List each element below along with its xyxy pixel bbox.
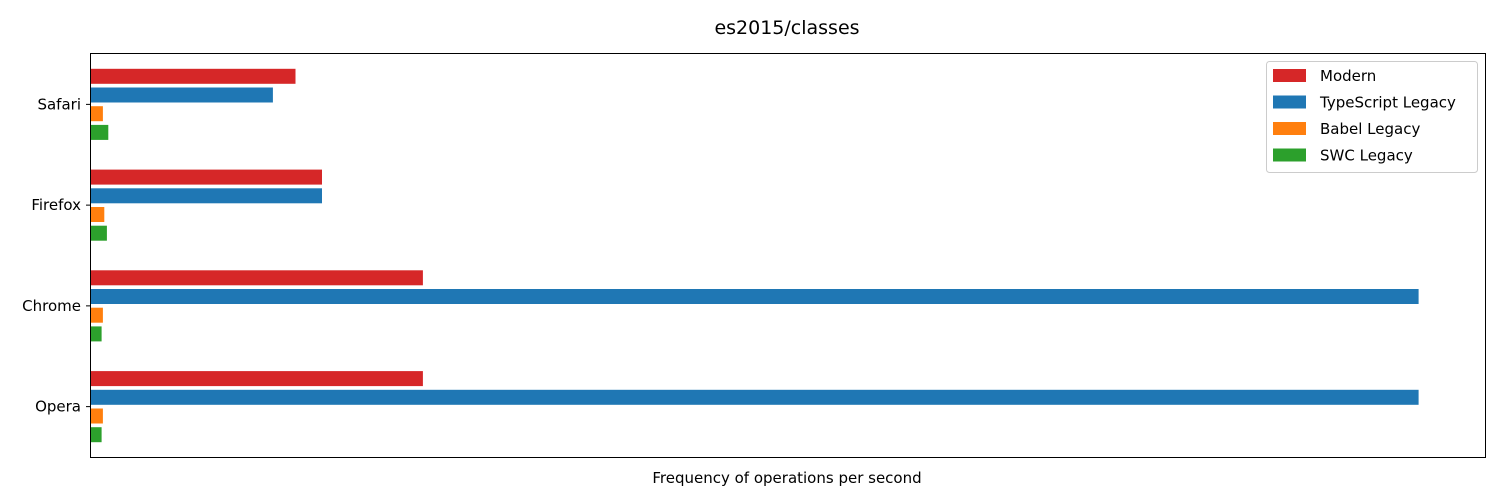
bar-safari-swc-legacy [91,124,109,140]
bar-chrome-babel-legacy [91,307,103,323]
legend-label: TypeScript Legacy [1319,94,1456,112]
bar-chrome-swc-legacy [91,326,102,342]
plot-area [90,53,1486,458]
chart-title: es2015/classes [714,17,859,39]
bar-safari-typescript-legacy [91,87,273,103]
bar-firefox-babel-legacy [91,207,105,222]
bar-safari-babel-legacy [91,106,103,122]
legend-label: Modern [1320,67,1376,85]
bar-safari-modern [91,68,296,84]
y-tick-label: Safari [37,95,81,113]
bars-group [91,68,1419,443]
bar-opera-babel-legacy [91,408,103,424]
bar-chrome-modern [91,270,423,286]
legend: Modern TypeScript Legacy Babel Legacy SWC L… [1266,61,1478,173]
bar-firefox-modern [91,169,322,185]
bar-opera-swc-legacy [91,427,102,443]
bar-opera-modern [91,371,423,387]
y-tick-label: Firefox [31,196,81,214]
bar-chrome-typescript-legacy [91,289,1419,304]
y-tick-label: Chrome [22,297,81,315]
bar-firefox-typescript-legacy [91,188,322,204]
x-axis-label: Frequency of operations per second [652,469,921,487]
y-axis: Safari Firefox Chrome Opera [22,95,91,416]
bar-opera-typescript-legacy [91,389,1419,405]
legend-swatch [1273,95,1306,109]
legend-label: Babel Legacy [1320,120,1420,138]
legend-box [1266,61,1478,173]
legend-swatch [1273,69,1306,82]
legend-label: SWC Legacy [1320,147,1413,165]
y-tick-label: Opera [35,398,81,416]
legend-swatch [1273,148,1306,162]
legend-swatch [1273,122,1306,135]
bar-firefox-swc-legacy [91,225,107,241]
